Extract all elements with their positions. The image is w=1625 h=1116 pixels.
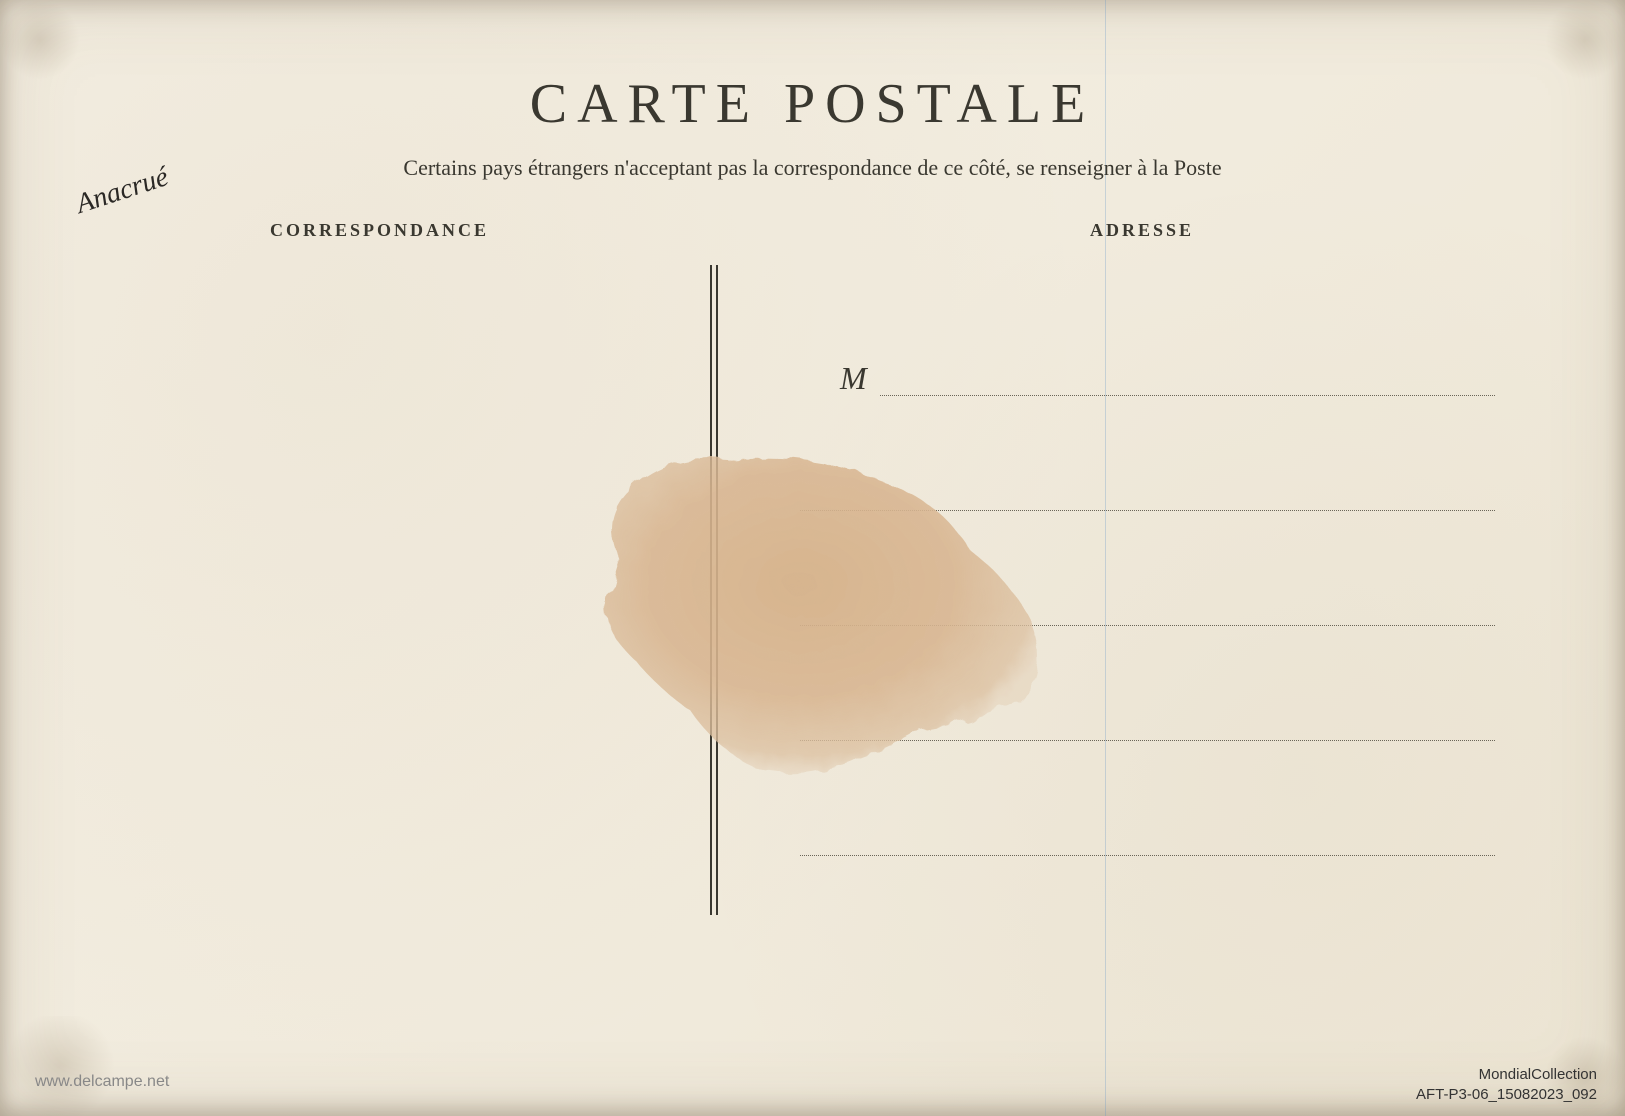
watermark-collection: MondialCollection [1416,1065,1597,1085]
postcard-back: CARTE POSTALE Certains pays étrangers n'… [0,0,1625,1116]
correspondence-section-label: CORRESPONDANCE [270,220,489,241]
corner-wear-tl [0,0,80,80]
postcard-title: CARTE POSTALE [530,72,1096,136]
watermark-id: AFT-P3-06_15082023_092 [1416,1085,1597,1105]
watermark-reference: MondialCollection AFT-P3-06_15082023_092 [1416,1065,1597,1104]
watermark-website: www.delcampe.net [35,1073,169,1091]
address-line [800,625,1495,626]
address-line [800,855,1495,856]
address-line [800,510,1495,511]
address-section-label: ADRESSE [1090,220,1194,241]
corner-wear-tr [1545,0,1625,80]
postcard-subtitle: Certains pays étrangers n'acceptant pas … [135,155,1490,181]
address-line [880,395,1495,396]
name-prefix: M [840,360,867,397]
section-divider [710,265,718,915]
address-line [800,740,1495,741]
corner-wear-bl [0,1016,120,1116]
